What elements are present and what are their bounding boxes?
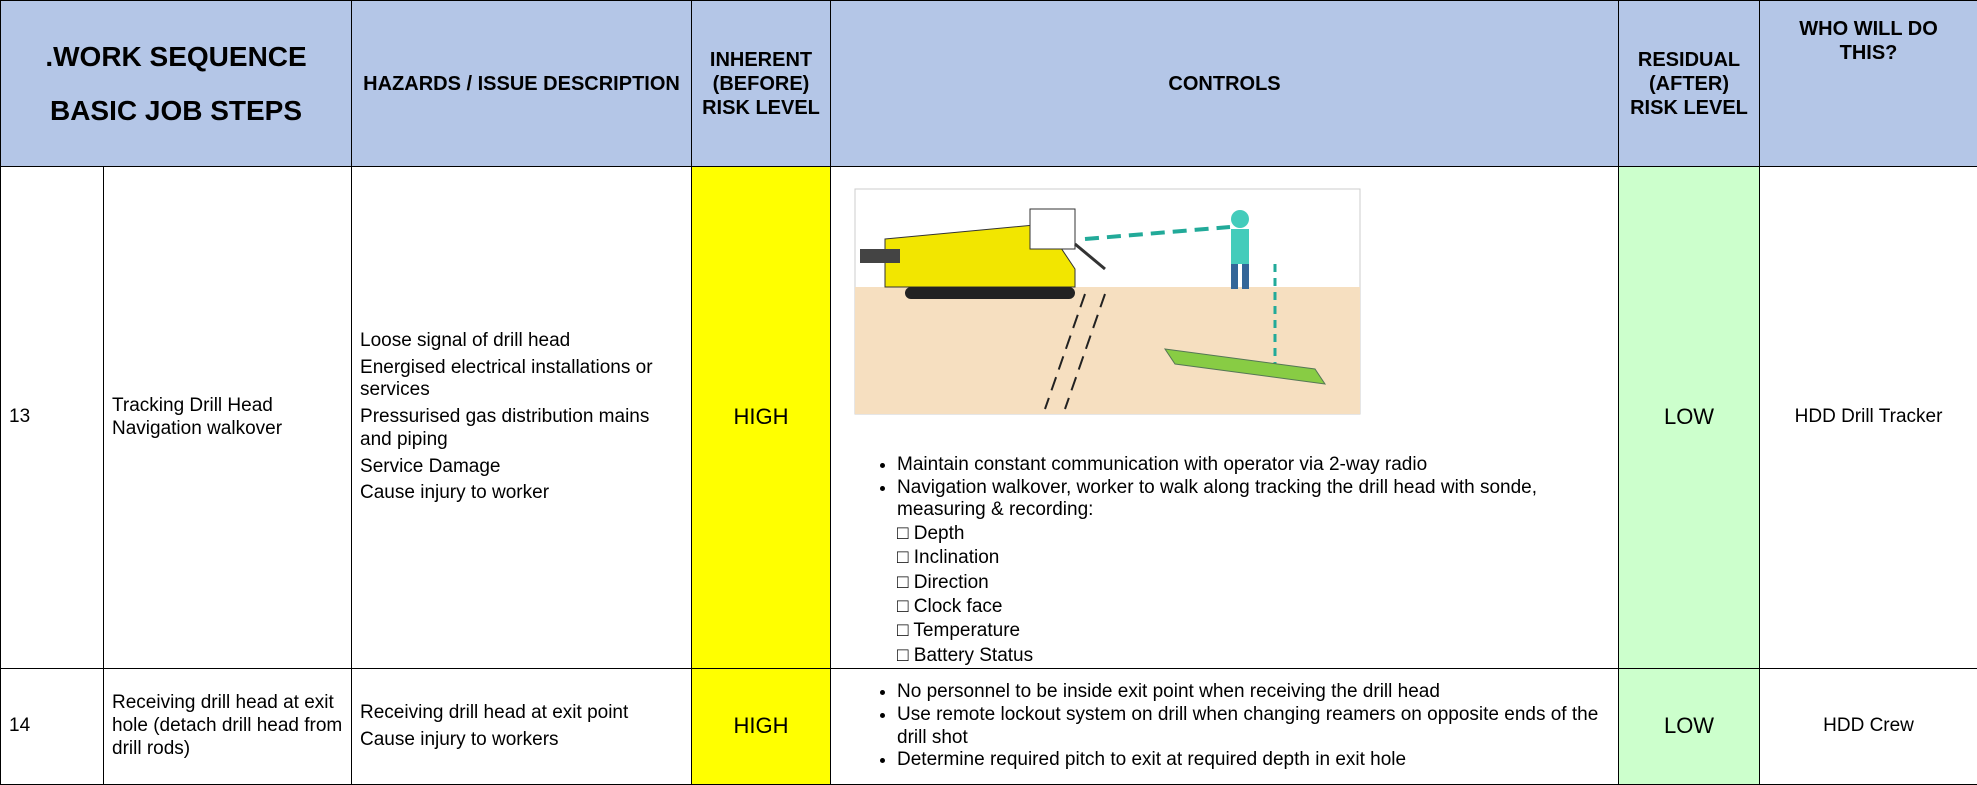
header-text: BASIC JOB STEPS: [9, 84, 343, 137]
header-cell: WHO WILL DO THIS?: [1760, 1, 1977, 167]
control-item: No personnel to be inside exit point whe…: [897, 681, 1610, 704]
subitem: □ Direction: [897, 571, 1610, 595]
control-text: Use remote lockout system on drill when …: [897, 704, 1610, 750]
hazard: Cause injury to workers: [360, 729, 683, 752]
header-cell: INHERENT (BEFORE) RISK LEVEL: [692, 1, 831, 167]
hazard: Loose signal of drill head: [360, 330, 683, 353]
header-cell: CONTROLS: [831, 1, 1619, 167]
control-item: Use remote lockout system on drill when …: [897, 704, 1610, 750]
controls-list: Maintain constant communication with ope…: [851, 454, 1610, 668]
subitem: □ Clock face: [897, 595, 1610, 619]
responsible: HDD Crew: [1760, 669, 1977, 785]
subitem: □ Temperature: [897, 619, 1610, 643]
step-number: 14: [1, 669, 104, 785]
hazard: Pressurised gas distribution mains and p…: [360, 406, 683, 452]
header-cell: HAZARDS / ISSUE DESCRIPTION: [352, 1, 692, 167]
residual-risk: LOW: [1619, 669, 1760, 785]
controls-cell: Maintain constant communication with ope…: [831, 167, 1619, 669]
subitem: □ Battery Status: [897, 644, 1610, 668]
control-text: Navigation walkover, worker to walk alon…: [897, 477, 1610, 523]
control-item: Maintain constant communication with ope…: [897, 454, 1610, 477]
inherent-risk: HIGH: [692, 669, 831, 785]
hazard: Energised electrical installations or se…: [360, 357, 683, 403]
job-step: Tracking Drill Head Navigation walkover: [104, 167, 352, 669]
control-item: Navigation walkover, worker to walk alon…: [897, 477, 1610, 668]
subitems: □ Depth□ Inclination□ Direction□ Clock f…: [897, 522, 1610, 668]
header-text: .WORK SEQUENCE: [9, 30, 343, 83]
hazard: Cause injury to worker: [360, 482, 683, 505]
header-cell: RESIDUAL (AFTER) RISK LEVEL: [1619, 1, 1760, 167]
subitem: □ Inclination: [897, 546, 1610, 570]
hazards-cell: Receiving drill head at exit point Cause …: [352, 669, 692, 785]
control-text: No personnel to be inside exit point whe…: [897, 681, 1610, 704]
control-text: Maintain constant communication with ope…: [897, 454, 1610, 477]
illustration: [845, 169, 1365, 419]
hazard: Service Damage: [360, 456, 683, 479]
step-number: 13: [1, 167, 104, 669]
hazard: Receiving drill head at exit point: [360, 702, 683, 725]
controls-wrap: Maintain constant communication with ope…: [851, 167, 1610, 668]
inherent-risk: HIGH: [692, 167, 831, 669]
subitem: □ Depth: [897, 522, 1610, 546]
controls-list: No personnel to be inside exit point whe…: [851, 681, 1610, 772]
responsible: HDD Drill Tracker: [1760, 167, 1977, 669]
job-step: Receiving drill head at exit hole (detac…: [104, 669, 352, 785]
residual-risk: LOW: [1619, 167, 1760, 669]
hazards-cell: Loose signal of drill head Energised elec…: [352, 167, 692, 669]
controls-cell: No personnel to be inside exit point whe…: [831, 669, 1619, 785]
